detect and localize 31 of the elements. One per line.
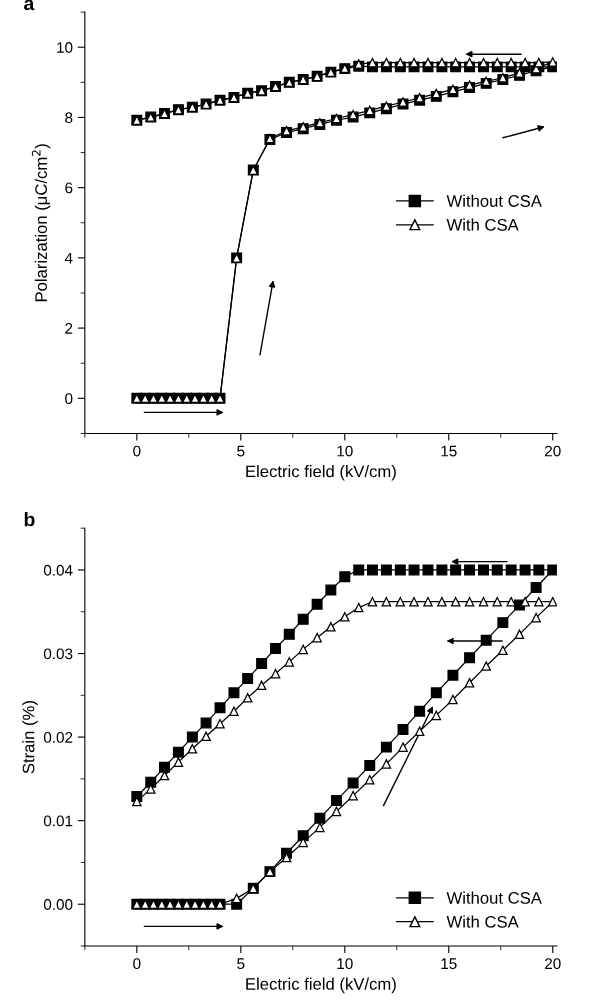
y-axis-title: Polarization (μC/cm$^{2}$) — [31, 144, 51, 302]
y-tick-label: 0.01 — [43, 815, 73, 827]
x-axis-title: Electric field (kV/cm) — [246, 465, 396, 481]
y-tick-label: 0 — [65, 393, 73, 405]
y-axis-title: Strain (%) — [22, 701, 38, 774]
legend-label: With CSA — [446, 218, 519, 231]
y-tick-label: 0.04 — [43, 564, 73, 576]
y-tick-label: 0.00 — [43, 899, 73, 910]
y-tick-label: 0.02 — [43, 731, 73, 743]
y-tick-label: 10 — [57, 42, 73, 53]
x-tick-label: 5 — [237, 445, 245, 457]
chart-title: b — [24, 512, 35, 527]
x-tick-label: 20 — [545, 958, 561, 970]
x-tick-label: 15 — [441, 958, 457, 970]
legend-label: With CSA — [446, 915, 519, 928]
y-tick-label: 0.03 — [43, 648, 73, 660]
x-axis-title: Electric field (kV/cm) — [246, 977, 396, 994]
x-tick-label: 10 — [337, 445, 353, 457]
y-tick-label: 2 — [65, 322, 73, 334]
y-tick-label: 4 — [64, 252, 73, 264]
x-tick-label: 0 — [133, 958, 141, 970]
x-tick-label: 5 — [237, 958, 245, 970]
legend-label: Without CSA — [446, 891, 542, 904]
x-tick-label: 10 — [337, 958, 353, 970]
x-tick-label: 20 — [545, 445, 561, 457]
x-tick-label: 15 — [441, 445, 457, 457]
y-tick-label: 8 — [65, 112, 73, 124]
x-tick-label: 0 — [133, 445, 141, 457]
legend-label: Without CSA — [446, 194, 542, 207]
chart-title: a — [24, 0, 35, 11]
y-tick-label: 6 — [65, 182, 73, 194]
